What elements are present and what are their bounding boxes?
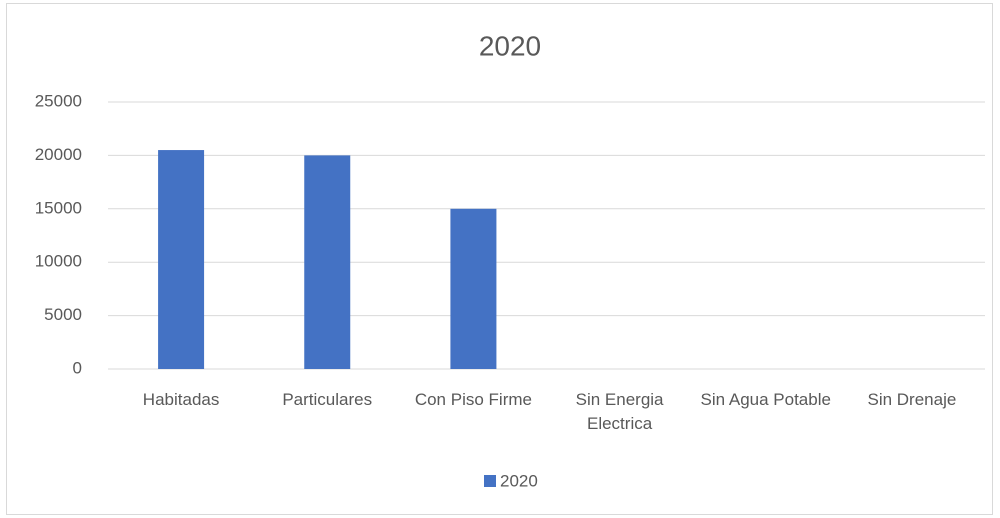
- y-tick-label: 5000: [44, 305, 82, 324]
- x-tick-label: Con Piso Firme: [414, 390, 532, 409]
- x-tick-label-box: Particulares: [282, 390, 373, 409]
- y-tick-label: 15000: [35, 198, 82, 217]
- legend-label: 2020: [500, 471, 538, 490]
- x-tick-label: Sin Energia Electrica: [575, 390, 664, 433]
- x-tick-label-box: Con Piso Firme: [414, 390, 532, 409]
- x-tick-label-box: Sin Drenaje: [867, 390, 957, 409]
- x-tick-label-box: Habitadas: [142, 390, 220, 409]
- x-tick-label: Sin Drenaje: [867, 390, 957, 409]
- chart-title: 2020: [479, 30, 541, 61]
- y-tick-label: 10000: [35, 252, 82, 271]
- x-tick-label-box: Sin Agua Potable: [700, 390, 831, 409]
- legend-swatch: [484, 475, 496, 487]
- x-tick-label: Habitadas: [142, 390, 220, 409]
- bar: [450, 208, 497, 369]
- bar: [304, 155, 351, 369]
- x-tick-label-box: Sin Energia Electrica: [575, 390, 664, 433]
- y-tick-label: 20000: [35, 145, 82, 164]
- x-tick-label: Sin Agua Potable: [700, 390, 831, 409]
- y-tick-label: 0: [73, 358, 82, 377]
- bar: [158, 150, 205, 369]
- x-tick-label: Particulares: [282, 390, 373, 409]
- y-tick-label: 25000: [35, 91, 82, 110]
